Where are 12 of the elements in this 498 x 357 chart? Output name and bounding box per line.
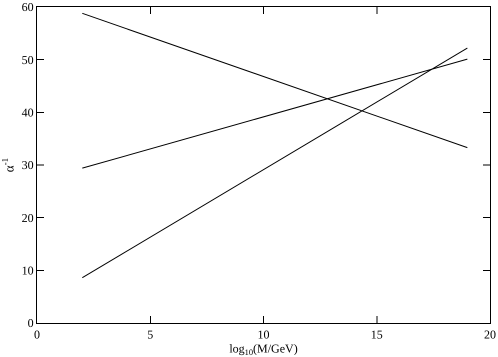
x-tick-label: 5 <box>147 327 154 342</box>
x-tick-label: 20 <box>484 327 496 342</box>
y-tick-label: 30 <box>22 158 34 172</box>
y-tick-label: 50 <box>22 52 34 67</box>
y-tick-label: 20 <box>22 210 34 225</box>
x-axis-title: log$_{10}$(M/GeV) <box>229 341 298 357</box>
x-tick-label: 15 <box>370 327 383 342</box>
y-tick-label: 60 <box>22 0 34 14</box>
y-tick-label: 40 <box>22 106 34 120</box>
y-tick-label: 10 <box>22 264 34 278</box>
x-tick-label: 10 <box>258 327 270 342</box>
y-tick-label: 0 <box>28 316 34 330</box>
